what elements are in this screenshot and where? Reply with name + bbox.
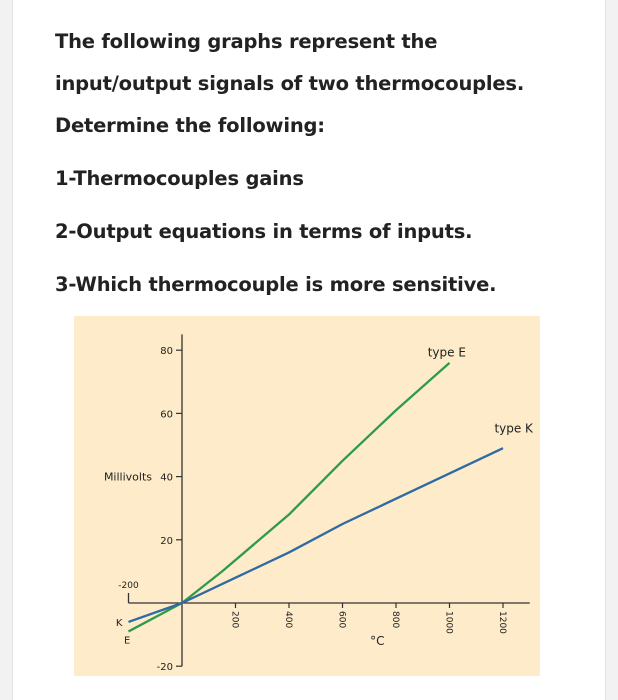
series-label-type-E: type E — [428, 346, 466, 360]
series-end-label-E: E — [124, 635, 130, 646]
question-item-3: 3-Which thermocouple is more sensitive. — [55, 273, 497, 296]
chart-svg: 80 60 40 20 -20 200 400 600 800 1000 1200 -200 Mill… — [104, 334, 534, 673]
x-tick-label-600: 600 — [337, 611, 347, 628]
thermocouple-chart: 80 60 40 20 -20 200 400 600 800 1000 1200 -200 Mill… — [74, 316, 540, 676]
question-item-1: 1-Thermocouples gains — [55, 167, 304, 190]
x-tick-label-1200: 1200 — [497, 611, 507, 634]
x-tick-label-neg-200: -200 — [118, 581, 139, 591]
y-axis-label: Millivolts — [104, 471, 152, 484]
y-tick-label--20: -20 — [157, 662, 173, 673]
x-tick-label-800: 800 — [390, 611, 400, 628]
x-tick-label-400: 400 — [283, 611, 293, 628]
x-tick-label-200: 200 — [230, 611, 240, 628]
question-item-2: 2-Output equations in terms of inputs. — [55, 220, 473, 243]
question-line-2: input/output signals of two thermocouple… — [55, 72, 525, 95]
series-label-type-K: type K — [494, 421, 534, 435]
y-tick-label-20: 20 — [160, 536, 173, 547]
x-tick-label-1000: 1000 — [444, 611, 454, 634]
question-line-1: The following graphs represent the — [55, 30, 438, 53]
y-tick-label-60: 60 — [160, 409, 173, 420]
question-line-3: Determine the following: — [55, 114, 325, 137]
series-line-type-K — [128, 447, 504, 624]
y-tick-label-80: 80 — [160, 346, 173, 357]
y-tick-label-40: 40 — [160, 473, 173, 484]
series-end-label-K: K — [116, 618, 123, 629]
x-axis-label: °C — [370, 634, 384, 648]
